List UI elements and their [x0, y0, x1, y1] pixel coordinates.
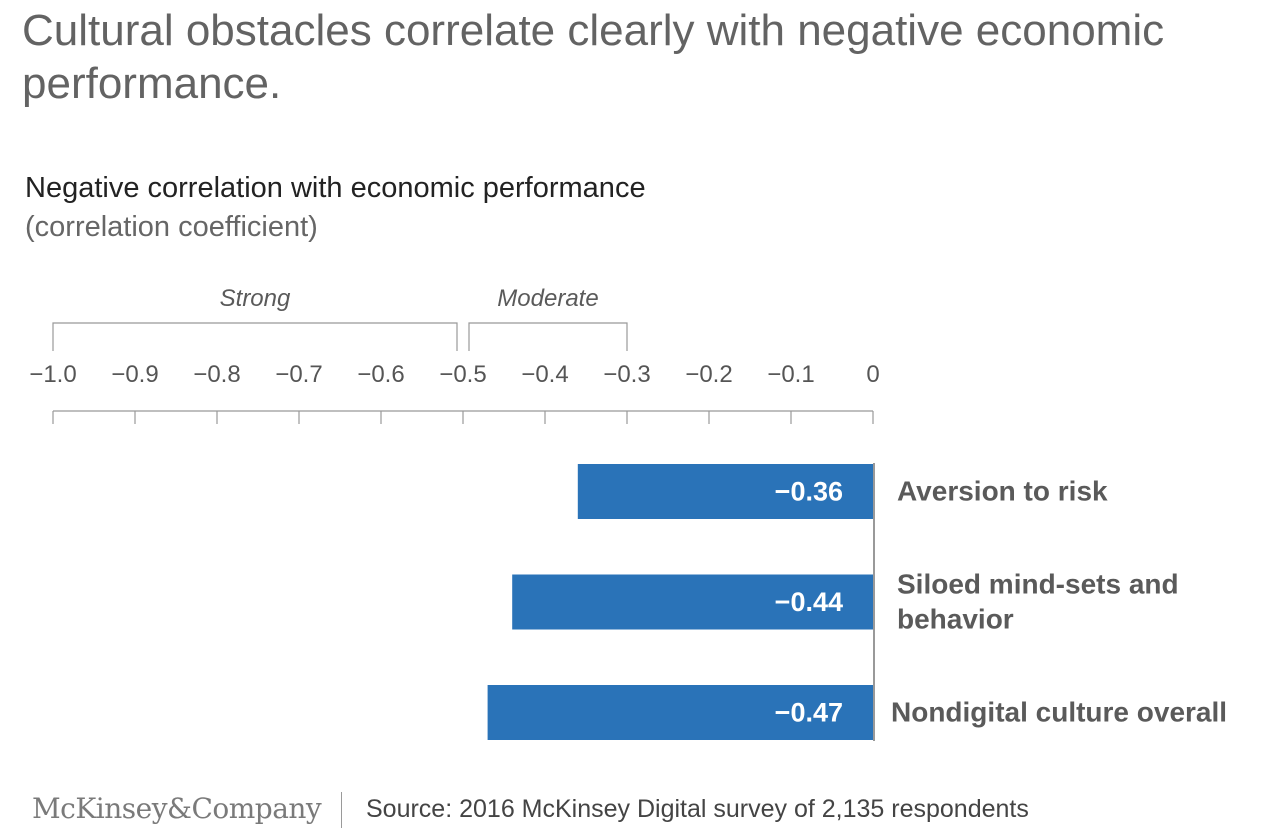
mckinsey-logo: McKinsey&Company: [32, 792, 322, 825]
category-label-line: behavior: [897, 604, 1014, 635]
category-label: Aversion to risk: [897, 476, 1108, 507]
bar-value-label: −0.44: [775, 587, 843, 617]
range-bracket-strong: [52, 322, 458, 351]
source-note: Source: 2016 McKinsey Digital survey of …: [366, 795, 1029, 823]
chart-subtitle: Negative correlation with economic perfo…: [25, 172, 646, 204]
tick-label: −0.6: [357, 361, 404, 388]
range-label-moderate: Moderate: [497, 285, 598, 312]
category-label: Siloed mind-sets and behavior: [897, 569, 1179, 635]
bar-value-label: −0.36: [775, 477, 843, 507]
category-label-line: Nondigital culture overall: [891, 697, 1227, 728]
range-label-strong: Strong: [220, 285, 291, 312]
tick-label: −0.8: [193, 361, 240, 388]
tick-label: −0.4: [521, 361, 568, 388]
bar-value-label: −0.47: [775, 698, 843, 728]
tick-label: −0.2: [685, 361, 732, 388]
tick-label: −0.5: [439, 361, 486, 388]
bar: [577, 464, 873, 519]
bar-chart: Strong Moderate −1.0 −0.9 −0.8 −0.7 −0.6 −0.5 −0…: [29, 285, 1227, 741]
category-label-line: Aversion to risk: [897, 476, 1108, 507]
range-bracket-moderate: [468, 322, 628, 351]
tick-label: −1.0: [29, 361, 76, 388]
bar: [487, 685, 873, 740]
footer-divider: [341, 792, 342, 828]
chart-unit: (correlation coefficient): [25, 211, 318, 243]
tick-label: −0.7: [275, 361, 322, 388]
category-label-line: Siloed mind-sets and: [897, 569, 1179, 600]
tick-label: −0.3: [603, 361, 650, 388]
headline: Cultural obstacles correlate clearly wit…: [22, 6, 1165, 108]
tick-label: −0.9: [111, 361, 158, 388]
bar: [512, 574, 873, 630]
tick-label: 0: [866, 361, 879, 388]
category-label: Nondigital culture overall: [891, 697, 1227, 728]
tick-label: −0.1: [767, 361, 814, 388]
